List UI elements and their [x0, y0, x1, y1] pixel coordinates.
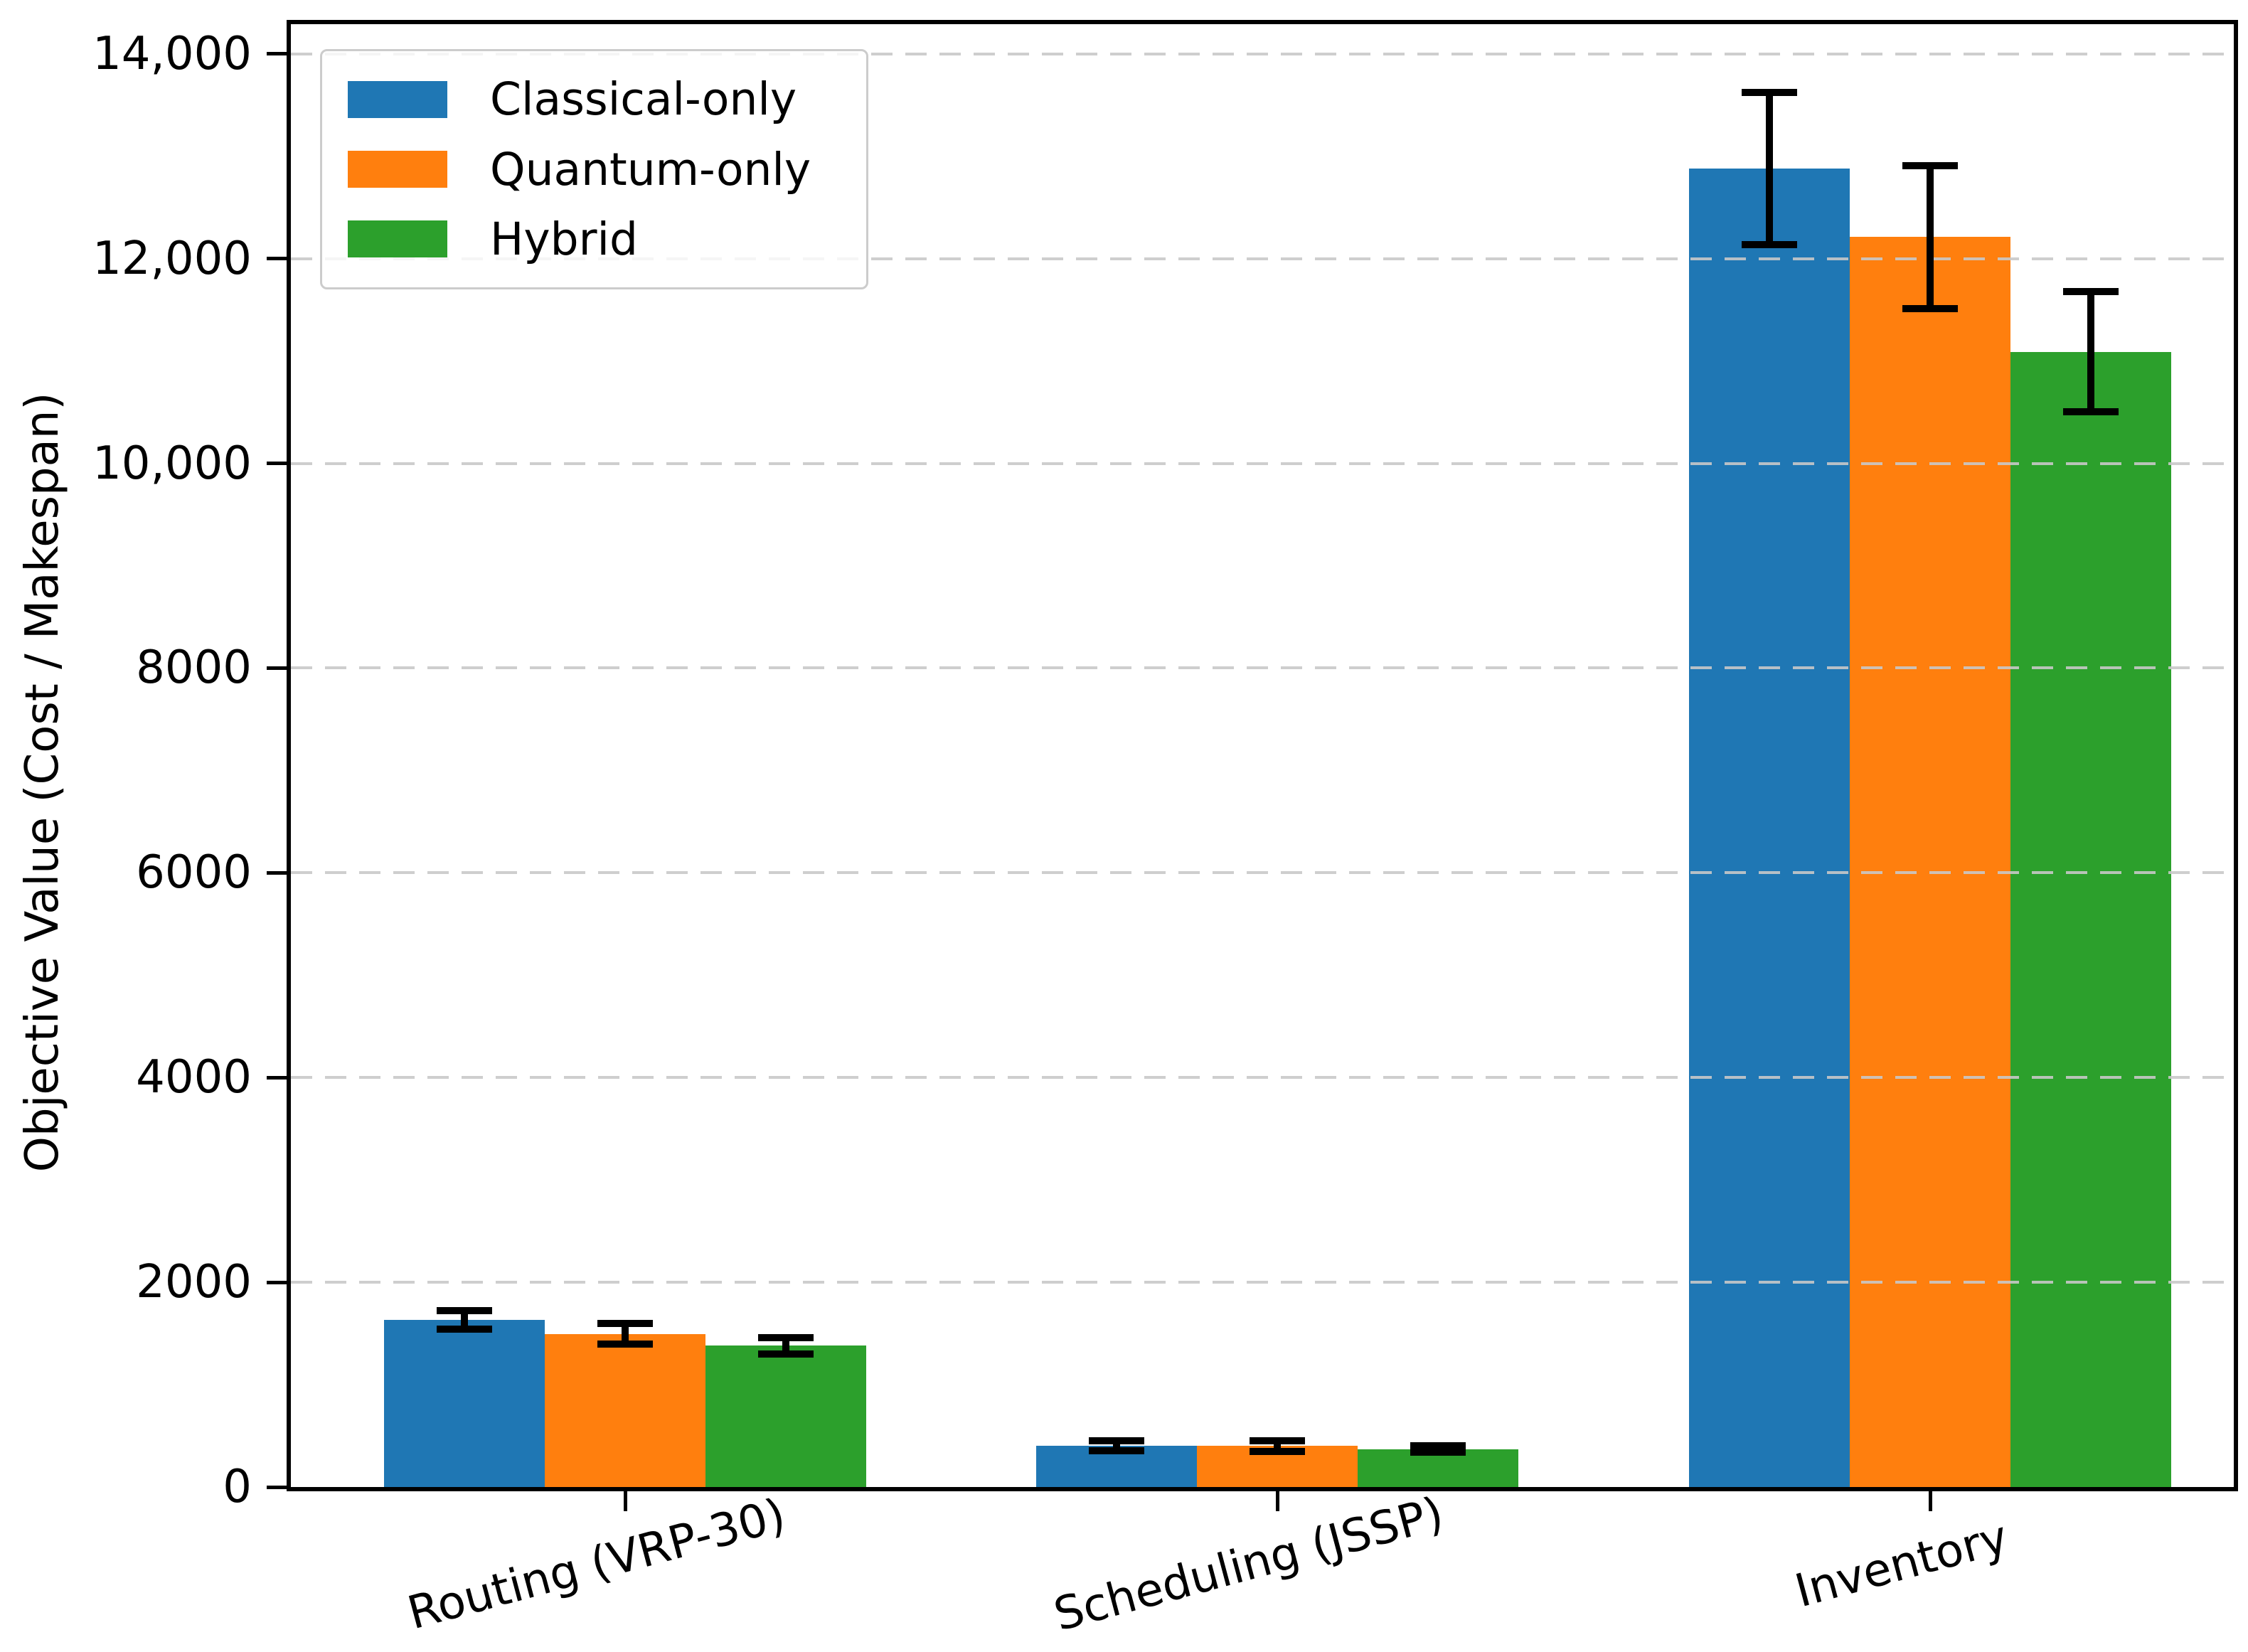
error-bar: [2087, 292, 2094, 412]
plot-area: 0 2000 4000 6000 8000 10,000 12,000 14,000 Rout…: [92, 20, 2238, 1642]
y-tick-label: 6000: [136, 846, 252, 900]
bar-quantum-only: [1850, 237, 2010, 1487]
legend-label: Classical-only: [490, 73, 797, 126]
error-bar-cap: [1410, 1449, 1466, 1456]
y-tick: [267, 666, 287, 670]
error-bar: [1766, 92, 1773, 245]
error-bar-cap: [758, 1350, 814, 1358]
error-bar-cap: [1089, 1437, 1144, 1444]
y-tick-label: 0: [223, 1461, 252, 1513]
y-tick: [267, 1075, 287, 1080]
error-bar-cap: [1902, 161, 1958, 169]
y-tick-label: 2000: [136, 1256, 252, 1309]
y-tick-label: 4000: [136, 1051, 252, 1104]
error-bar-cap: [1089, 1446, 1144, 1454]
bar-quantum-only: [545, 1333, 705, 1487]
error-bar-cap: [1902, 305, 1958, 313]
y-tick: [267, 1280, 287, 1284]
legend-swatch-icon: [348, 80, 447, 118]
error-bar: [461, 1311, 468, 1330]
error-bar-cap: [437, 1307, 492, 1315]
error-bar-cap: [2063, 288, 2119, 296]
y-tick: [267, 462, 287, 466]
y-tick-label: 10,000: [92, 437, 252, 490]
error-bar-cap: [2063, 407, 2119, 415]
legend-entry: Classical-only: [348, 73, 866, 125]
bar-classical-only: [1689, 168, 1850, 1487]
error-bar-cap: [1742, 240, 1797, 248]
error-bar-cap: [1250, 1448, 1305, 1456]
error-bar-cap: [597, 1320, 653, 1328]
bar-hybrid: [2010, 351, 2171, 1487]
x-tick-label: Inventory: [1789, 1510, 2014, 1619]
legend-label: Hybrid: [490, 213, 639, 265]
error-bar-cap: [437, 1326, 492, 1333]
y-tick-label: 14,000: [92, 27, 252, 80]
error-bar-cap: [1410, 1442, 1466, 1450]
y-tick: [267, 1485, 287, 1489]
legend-swatch-icon: [348, 151, 447, 188]
legend-entry: Quantum-only: [348, 144, 866, 196]
error-bar: [622, 1323, 629, 1345]
x-tick-label: Scheduling (JSSP): [1048, 1487, 1449, 1642]
y-tick: [267, 870, 287, 875]
x-tick: [1928, 1491, 1932, 1511]
y-tick-label: 8000: [136, 641, 252, 695]
legend-swatch-icon: [348, 220, 447, 258]
x-tick: [623, 1491, 627, 1511]
x-tick-label: Routing (VRP-30): [402, 1488, 792, 1641]
error-bar: [1274, 1440, 1281, 1452]
bar-hybrid: [705, 1345, 866, 1487]
error-bar-cap: [1742, 89, 1797, 97]
y-tick: [267, 52, 287, 56]
error-bar-cap: [597, 1341, 653, 1348]
legend-entry: Hybrid: [348, 213, 866, 265]
bar-classical-only: [384, 1320, 545, 1487]
y-tick-label: 12,000: [92, 232, 252, 285]
error-bar-cap: [1250, 1437, 1305, 1444]
legend-label: Quantum-only: [490, 143, 811, 196]
error-bar-cap: [758, 1333, 814, 1341]
legend: Classical-only Quantum-only Hybrid: [320, 49, 868, 289]
y-tick: [267, 257, 287, 261]
error-bar: [1927, 165, 1934, 309]
x-tick: [1275, 1491, 1279, 1511]
error-bar: [782, 1337, 789, 1354]
error-bar: [1113, 1440, 1120, 1451]
